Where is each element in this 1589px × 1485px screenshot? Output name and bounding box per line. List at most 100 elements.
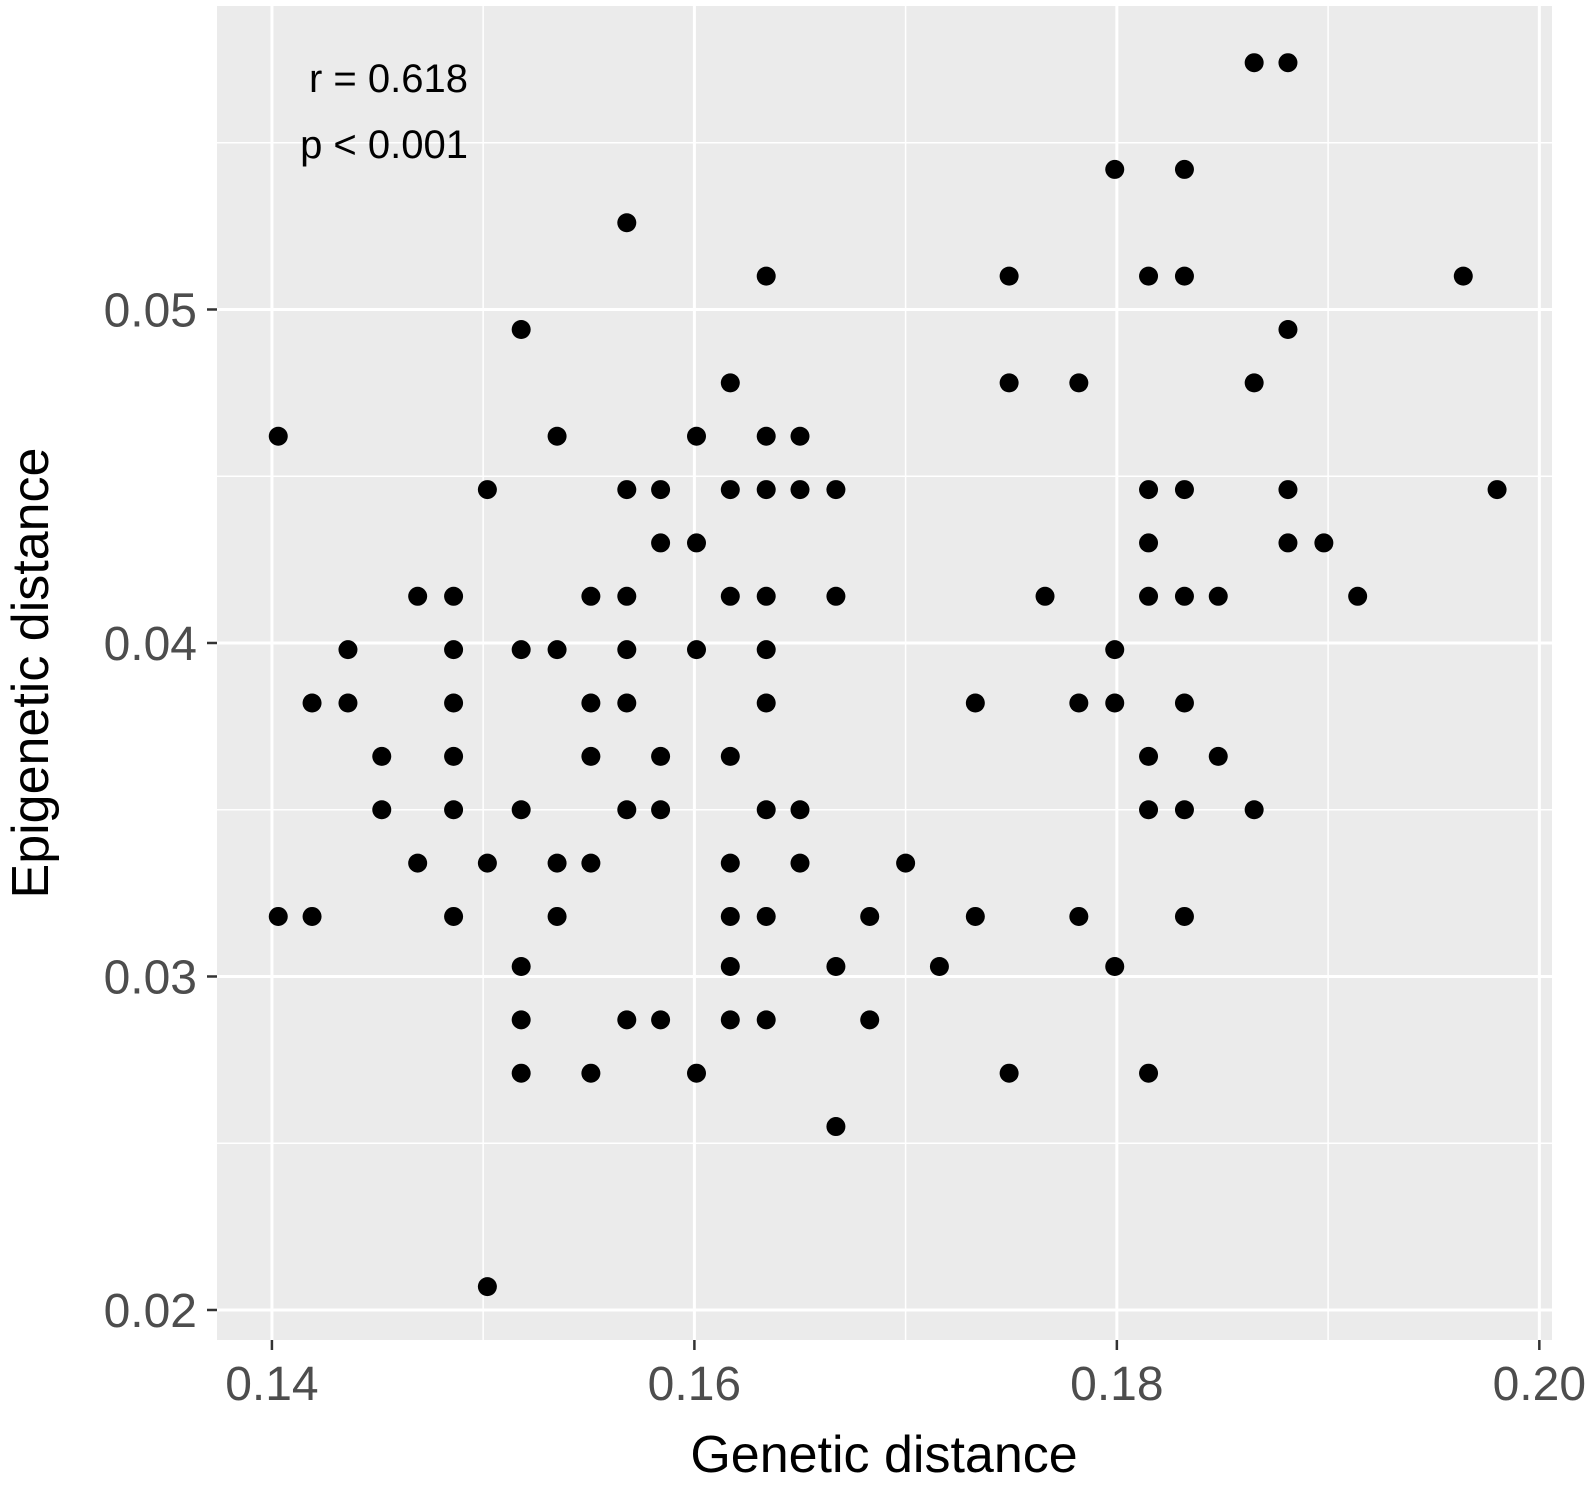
- data-point: [826, 956, 846, 976]
- data-point: [1139, 480, 1159, 500]
- data-point: [547, 906, 567, 926]
- data-point: [756, 586, 776, 606]
- axis-ticks: [207, 308, 1541, 1350]
- data-point: [720, 586, 740, 606]
- data-point: [1069, 373, 1089, 393]
- data-point: [720, 956, 740, 976]
- x-tick-label: 0.16: [648, 1358, 741, 1411]
- x-tick-label: 0.14: [225, 1358, 318, 1411]
- data-point: [1069, 693, 1089, 713]
- data-point: [444, 640, 464, 660]
- data-point: [617, 800, 637, 820]
- data-point: [581, 1063, 601, 1083]
- data-point: [581, 586, 601, 606]
- data-point: [1139, 533, 1159, 553]
- data-point: [929, 956, 949, 976]
- data-point: [1105, 956, 1125, 976]
- data-point: [756, 1010, 776, 1030]
- data-point: [617, 640, 637, 660]
- data-point: [617, 480, 637, 500]
- data-point: [790, 426, 810, 446]
- data-point: [687, 533, 707, 553]
- data-point: [372, 746, 392, 766]
- data-point: [1139, 586, 1159, 606]
- data-point: [1278, 53, 1298, 73]
- data-point: [790, 480, 810, 500]
- data-point: [1208, 746, 1228, 766]
- data-point: [999, 373, 1019, 393]
- x-tick-label: 0.20: [1493, 1358, 1586, 1411]
- data-point: [268, 426, 288, 446]
- data-point: [1139, 266, 1159, 286]
- plot-panel: [217, 6, 1552, 1340]
- data-point: [511, 1063, 531, 1083]
- data-point: [338, 693, 358, 713]
- data-point: [268, 906, 288, 926]
- data-point: [372, 800, 392, 820]
- data-point: [444, 693, 464, 713]
- data-point: [720, 373, 740, 393]
- data-point: [756, 480, 776, 500]
- data-point: [651, 1010, 671, 1030]
- data-point: [617, 213, 637, 233]
- data-point: [1105, 640, 1125, 660]
- data-point: [511, 1010, 531, 1030]
- x-axis-title: Genetic distance: [690, 1426, 1077, 1484]
- data-point: [1174, 159, 1194, 179]
- data-point: [408, 853, 428, 873]
- data-point: [547, 853, 567, 873]
- data-point: [687, 1063, 707, 1083]
- major-gridlines: [217, 6, 1552, 1340]
- data-point: [826, 1117, 846, 1137]
- data-point: [687, 426, 707, 446]
- data-point: [1174, 906, 1194, 926]
- data-point: [756, 800, 776, 820]
- data-point: [1174, 480, 1194, 500]
- x-tick-labels: 0.14 0.16 0.18 0.20: [225, 1358, 1586, 1411]
- data-point: [860, 906, 880, 926]
- data-point: [1174, 693, 1194, 713]
- data-point: [965, 906, 985, 926]
- data-point: [1139, 1063, 1159, 1083]
- data-point: [1278, 319, 1298, 339]
- data-point: [651, 746, 671, 766]
- data-point: [756, 426, 776, 446]
- data-point: [477, 853, 497, 873]
- data-point: [756, 906, 776, 926]
- data-point: [617, 1010, 637, 1030]
- data-point: [1105, 159, 1125, 179]
- data-point: [1139, 800, 1159, 820]
- data-point: [1278, 533, 1298, 553]
- data-point: [1453, 266, 1473, 286]
- data-point: [756, 266, 776, 286]
- data-point: [720, 480, 740, 500]
- data-point: [1105, 693, 1125, 713]
- data-point: [1278, 480, 1298, 500]
- data-point: [617, 586, 637, 606]
- data-point: [1139, 746, 1159, 766]
- y-tick-labels: 0.02 0.03 0.04 0.05: [104, 284, 197, 1338]
- data-point: [1487, 480, 1507, 500]
- data-point: [999, 266, 1019, 286]
- data-point: [511, 319, 531, 339]
- data-point: [720, 853, 740, 873]
- data-point: [511, 956, 531, 976]
- data-point: [581, 746, 601, 766]
- data-point: [1244, 53, 1264, 73]
- y-tick-label: 0.02: [104, 1285, 197, 1338]
- data-point: [826, 480, 846, 500]
- data-point: [720, 746, 740, 766]
- y-tick-label: 0.04: [104, 618, 197, 671]
- data-point: [651, 800, 671, 820]
- data-point: [1348, 586, 1368, 606]
- data-point: [617, 693, 637, 713]
- data-point: [999, 1063, 1019, 1083]
- data-point: [547, 640, 567, 660]
- data-point: [477, 1277, 497, 1297]
- data-point: [965, 693, 985, 713]
- data-point: [1244, 373, 1264, 393]
- data-point: [302, 693, 322, 713]
- data-point: [547, 426, 567, 446]
- data-point: [826, 586, 846, 606]
